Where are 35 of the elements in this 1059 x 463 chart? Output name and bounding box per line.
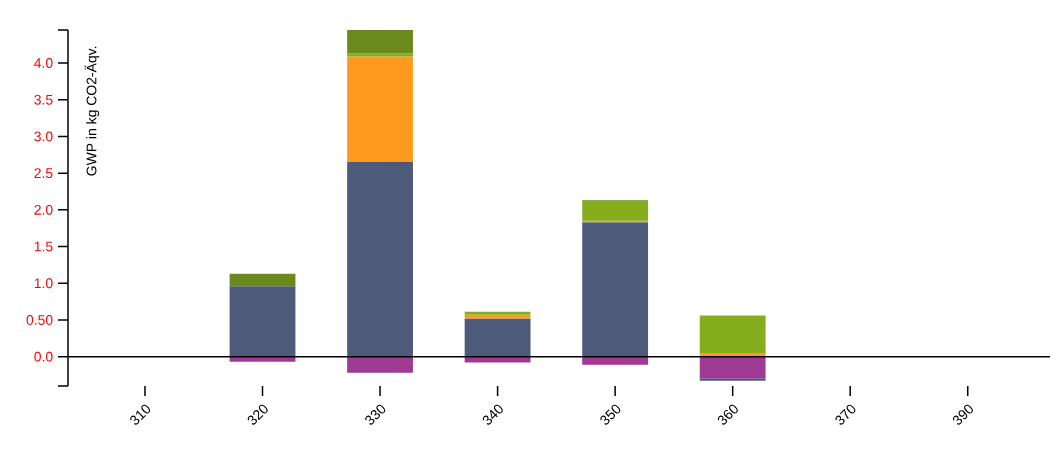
x-tick-label: 360 <box>717 404 738 425</box>
x-tick-label: 340 <box>482 404 503 425</box>
bar <box>582 201 649 221</box>
y-tick-label: 1.0 <box>34 278 53 289</box>
x-tick-label: 310 <box>130 404 151 425</box>
y-tick-label: 2.0 <box>34 204 53 215</box>
y-tick-label: 4.0 <box>34 58 53 68</box>
bar <box>464 318 531 357</box>
bar <box>582 222 649 357</box>
bar <box>347 356 413 373</box>
y-tick-label: 0.50 <box>26 314 53 325</box>
bar <box>347 56 413 163</box>
y-tick-label: 3.5 <box>34 94 53 105</box>
bar <box>699 356 766 379</box>
y-tick-label: 3.0 <box>34 131 53 142</box>
bar <box>464 311 531 315</box>
y-tick-label: 1.5 <box>34 241 53 252</box>
y-tick-label: 2.5 <box>34 168 53 179</box>
y-axis-title: GWP in kg CO2-Äqv. <box>84 46 100 176</box>
bar <box>229 356 296 362</box>
x-tick-label: 390 <box>952 404 973 425</box>
bar <box>347 53 413 57</box>
x-tick-label: 350 <box>600 404 621 425</box>
bar <box>347 162 413 357</box>
x-tick-label: 330 <box>365 404 386 425</box>
x-tick-label: 370 <box>835 404 856 425</box>
bar <box>464 356 531 363</box>
bar <box>582 356 649 365</box>
y-tick-label: 0.0 <box>34 351 53 362</box>
x-tick-label: 320 <box>247 404 268 425</box>
bar <box>699 378 766 381</box>
bar <box>229 273 296 287</box>
bar <box>699 315 766 353</box>
bar <box>347 30 413 54</box>
bar <box>229 286 296 357</box>
